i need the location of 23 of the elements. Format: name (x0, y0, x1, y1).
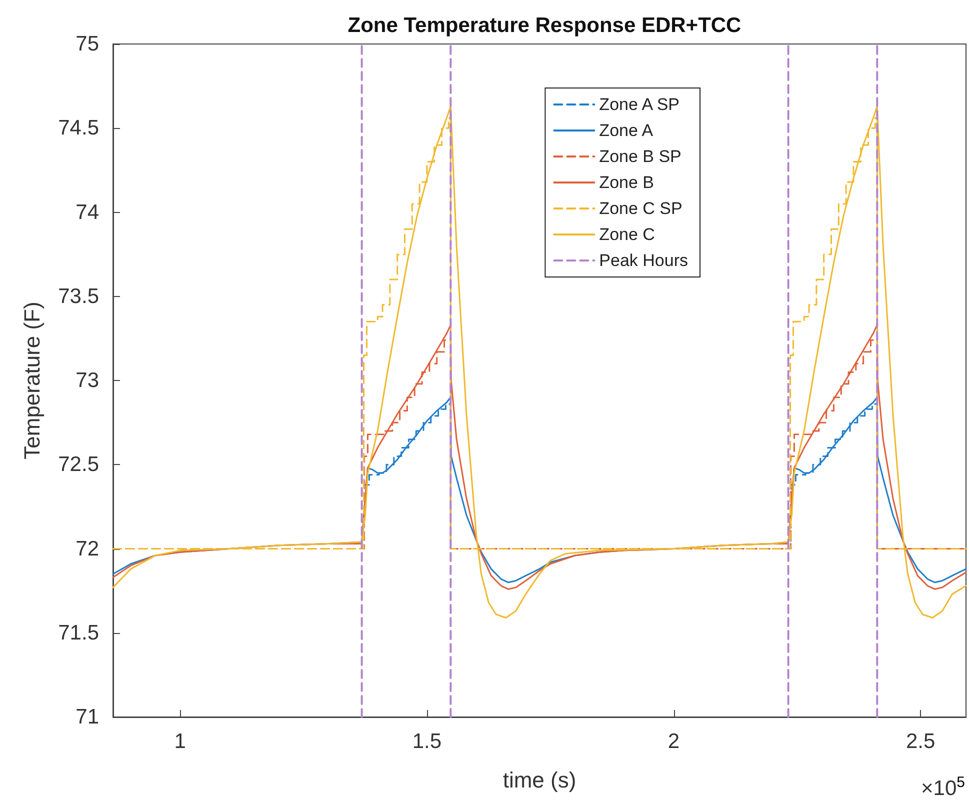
y-tick-label: 73 (76, 369, 99, 392)
x-tick-label: 2.5 (906, 730, 936, 753)
legend-label: Zone B SP (599, 147, 682, 166)
y-tick-label: 72 (76, 537, 99, 560)
y-tick-label: 73.5 (58, 284, 99, 308)
y-tick-label: 74 (76, 200, 100, 224)
chart-title: Zone Temperature Response EDR+TCC (348, 14, 742, 37)
legend-label: Zone C (599, 225, 655, 244)
x-axis-title: time (s) (502, 768, 576, 792)
y-tick-label: 71.5 (58, 621, 99, 644)
legend-label: Zone A SP (599, 95, 680, 114)
y-tick-label: 71 (76, 706, 99, 728)
x-tick-label: 1 (174, 730, 186, 753)
y-tick-label: 75 (76, 32, 99, 56)
legend-label: Zone C SP (599, 199, 682, 218)
y-tick-label: 72.5 (58, 453, 99, 476)
legend-label: Peak Hours (599, 251, 688, 270)
x-tick-label: 1.5 (412, 730, 442, 753)
y-tick-label: 74.5 (58, 116, 99, 140)
y-axis-title: Temperature (F) (20, 302, 44, 460)
legend-label: Zone A (599, 121, 654, 140)
x-tick-label: 2 (668, 730, 680, 753)
legend-label: Zone B (599, 173, 654, 192)
